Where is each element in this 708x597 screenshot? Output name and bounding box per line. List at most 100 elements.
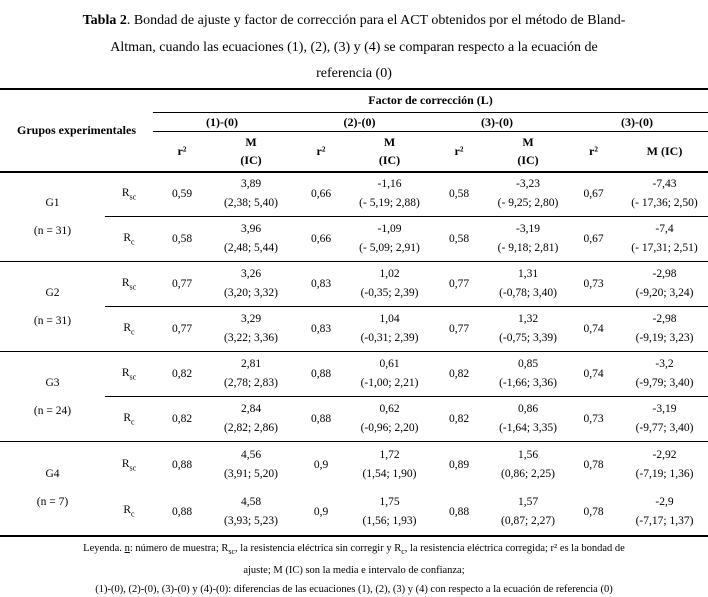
ic-value: (-0,31; 2,39) bbox=[360, 332, 419, 344]
m-value: 1,31 bbox=[517, 268, 539, 280]
r2-value-cell: 0,82 bbox=[428, 396, 490, 442]
text-segment: Leyenda. bbox=[83, 542, 125, 554]
group-cell: G1 (n = 31) bbox=[0, 171, 105, 262]
ic-value: (-9,77; 3,40) bbox=[635, 422, 694, 434]
ic-value: (3,20; 3,32) bbox=[224, 287, 278, 299]
r-subscript: sc bbox=[129, 192, 137, 202]
r-base: R bbox=[123, 504, 132, 517]
group-cell: G3 (n = 24) bbox=[0, 351, 105, 442]
m-ic-cell: -3,19 (-9,77; 3,40) bbox=[621, 396, 708, 442]
m-ic-cell: 0,85 (-1,66; 3,36) bbox=[490, 351, 566, 397]
corner-header: Grupos experimentales bbox=[0, 88, 153, 173]
m-value: 3,26 bbox=[240, 268, 262, 280]
ic-value: (2,82; 2,86) bbox=[224, 422, 278, 434]
table-row: Rc 0,77 3,29 (3,22; 3,36) 0,83 1,04 (-0,31; 2,… bbox=[0, 306, 708, 352]
text-segment: n bbox=[124, 542, 130, 554]
m-ic-cell: 4,56 (3,91; 5,20) bbox=[211, 442, 291, 489]
m-ic-cell: 1,57 (0,87; 2,27) bbox=[490, 488, 566, 537]
m-value: -3,19 bbox=[516, 223, 540, 235]
r2-value-cell: 0,88 bbox=[291, 351, 351, 397]
r2-value-cell: 0,77 bbox=[153, 306, 211, 352]
m-value: 1,56 bbox=[517, 449, 539, 462]
ic-value: (-1,64; 3,35) bbox=[499, 422, 557, 434]
ic-value: (- 5,09; 2,91) bbox=[359, 242, 420, 254]
m-ic-cell: 1,56 (0,86; 2,25) bbox=[490, 442, 566, 489]
r2-value-cell: 0,88 bbox=[171, 459, 193, 472]
table-row: Rc 0,88 4,58 (3,93; 5,23) 0,9 1,75 (1,56; 1,93… bbox=[0, 488, 708, 537]
ic-value: (0,87; 2,27) bbox=[501, 514, 555, 527]
table-row: G3 (n = 24) Rsc 0,82 2,81 (2,78; 2,83) 0,88 0,6… bbox=[0, 351, 708, 442]
ic-value: (-1,66; 3,36) bbox=[499, 377, 557, 389]
m-ic-header: M (IC) bbox=[490, 131, 566, 173]
r-base: R bbox=[123, 411, 132, 424]
m-value: 4,58 bbox=[240, 495, 262, 508]
row-label-cell: Rsc bbox=[105, 442, 153, 489]
r2-value-cell: 0,77 bbox=[428, 261, 490, 307]
ic-value: (-7,17; 1,37) bbox=[635, 514, 694, 527]
table-row: G1 (n = 31) Rsc 0,59 3,89 (2,38; 5,40) 0,66 -1,… bbox=[0, 171, 708, 262]
m-value: 0,62 bbox=[379, 403, 400, 415]
r2-header: r² bbox=[291, 131, 351, 173]
m-label: M bbox=[383, 135, 396, 150]
r-base: R bbox=[121, 276, 130, 289]
group-cell: G4 (n = 7) bbox=[0, 441, 105, 537]
ic-value: (3,22; 3,36) bbox=[224, 332, 278, 344]
ic-value: (-1,00; 2,21) bbox=[360, 377, 419, 389]
group-n: (n = 7) bbox=[36, 496, 69, 509]
m-value: -3,23 bbox=[516, 178, 540, 191]
m-ic-cell: -1,09 (- 5,09; 2,91) bbox=[351, 216, 428, 262]
r2-value-cell: 0,78 bbox=[566, 488, 621, 537]
r2-value-cell: 0,82 bbox=[153, 351, 211, 397]
m-value: 1,57 bbox=[517, 495, 539, 508]
r2-value-cell: 0,88 bbox=[428, 488, 490, 537]
ic-value: (-0,75; 3,39) bbox=[499, 332, 557, 344]
ic-value: (-0,78; 3,40) bbox=[499, 287, 557, 299]
m-value: 3,89 bbox=[240, 178, 262, 191]
m-ic-cell: 2,84 (2,82; 2,86) bbox=[211, 396, 291, 442]
table-row: G2 (n = 31) Rsc 0,77 3,26 (3,20; 3,32) 0,83 1,0… bbox=[0, 261, 708, 352]
table-row: Rc 0,58 3,96 (2,48; 5,44) 0,66 -1,09 (- 5,09; … bbox=[0, 216, 708, 262]
ic-value: (-0,96; 2,20) bbox=[360, 422, 419, 434]
m-value: 0,61 bbox=[379, 358, 400, 370]
text-segment: referencia (0) bbox=[316, 66, 392, 81]
r-base: R bbox=[123, 231, 132, 244]
row-label-cell: Rc bbox=[105, 216, 153, 262]
r2-value-cell: 0,58 bbox=[428, 171, 490, 217]
r2-value-cell: 0,58 bbox=[428, 216, 490, 262]
ic-value: (- 17,36; 2,50) bbox=[631, 197, 698, 210]
row-label-cell: Rsc bbox=[105, 261, 153, 307]
comparison-header-4: (3)-(0) bbox=[566, 112, 708, 132]
m-ic-cell: 3,26 (3,20; 3,32) bbox=[211, 261, 291, 307]
m-value: 4,56 bbox=[240, 449, 262, 462]
m-value: -3,19 bbox=[652, 403, 677, 415]
r2-value-cell: 0,83 bbox=[291, 261, 351, 307]
header-row-factor: Grupos experimentales Factor de correcci… bbox=[0, 88, 708, 173]
ic-value: (0,86; 2,25) bbox=[501, 468, 555, 481]
m-value: 2,84 bbox=[240, 403, 262, 415]
m-ic-cell: 4,58 (3,93; 5,23) bbox=[211, 488, 291, 537]
m-label: M bbox=[245, 135, 257, 150]
header-row-sub: r² M (IC) r² M (IC) r² M (IC) r² M (IC) bbox=[0, 131, 708, 173]
m-value: 1,02 bbox=[379, 268, 400, 280]
m-ic-cell: -3,19 (- 9,18; 2,81) bbox=[490, 216, 566, 262]
table-row: G4 (n = 7) Rsc 0,88 4,56 (3,91; 5,20) 0,9 1,72(… bbox=[0, 441, 708, 537]
r2-value-cell: 0,82 bbox=[153, 396, 211, 442]
comparison-header-1: (1)-(0) bbox=[153, 112, 291, 132]
m-value: -2,98 bbox=[652, 268, 677, 280]
r2-header: r² bbox=[153, 131, 211, 173]
r2-value-cell: 0,73 bbox=[566, 261, 621, 307]
legend-line: (1)-(0), (2)-(0), (3)-(0) y (4)-(0): dif… bbox=[0, 580, 708, 597]
m-ic-cell: 1,72 (1,54; 1,90) bbox=[351, 442, 428, 489]
text-segment: Tabla 2 bbox=[82, 13, 127, 28]
r2-value-cell: 0,83 bbox=[291, 306, 351, 352]
m-ic-cell: 1,32 (-0,75; 3,39) bbox=[490, 306, 566, 352]
m-ic-cell: 1,02 (-0,35; 2,39) bbox=[351, 261, 428, 307]
ic-value: (3,93; 5,23) bbox=[224, 514, 278, 527]
row-label-cell: Rsc bbox=[105, 171, 153, 217]
r2-value-cell: 0,9 bbox=[291, 488, 351, 537]
m-ic-cell: 1,04 (-0,31; 2,39) bbox=[351, 306, 428, 352]
ic-label: (IC) bbox=[378, 153, 401, 168]
r-base: R bbox=[121, 458, 130, 471]
r-subscript: c bbox=[131, 417, 135, 427]
